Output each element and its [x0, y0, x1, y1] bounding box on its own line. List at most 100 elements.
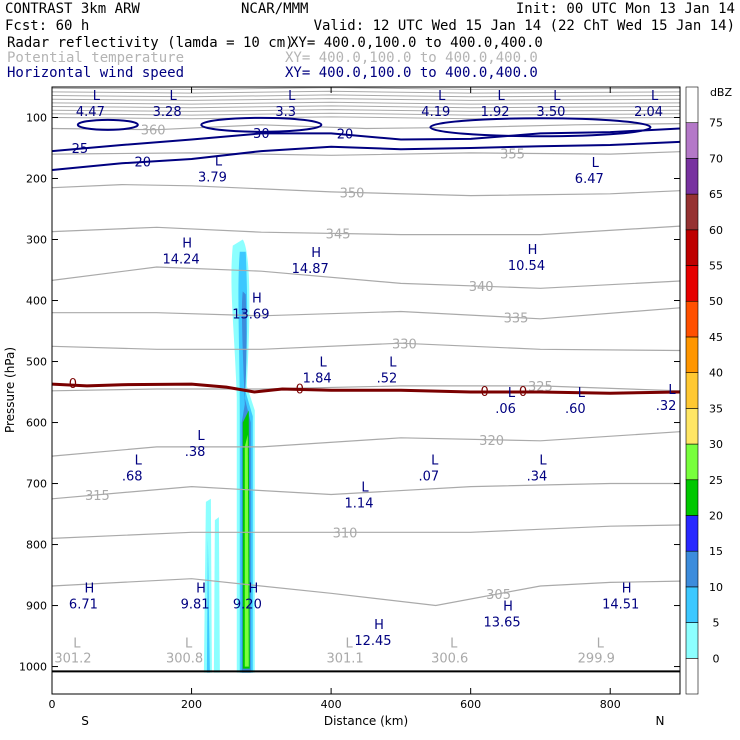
y-tick-label: 500 [26, 356, 47, 369]
theta-line-335 [52, 307, 680, 320]
colorbar-level-label: 55 [709, 260, 723, 273]
y-tick-label: 100 [26, 112, 47, 125]
extremum-high-marker: H [248, 581, 258, 596]
wind-label-20-upper: 20 [337, 127, 354, 142]
theta-min-marker: L [73, 636, 81, 651]
extremum-low-marker: L [431, 453, 439, 468]
x-tick-label: 0 [49, 698, 56, 711]
extremum-high-marker: H [528, 243, 538, 258]
theta-label-320: 320 [479, 434, 504, 449]
extremum-value: 14.87 [292, 262, 329, 277]
theta-label-340: 340 [469, 280, 494, 295]
theta-min-label: 299.9 [578, 651, 615, 666]
extremum-value: 3.28 [153, 105, 182, 120]
wind-line-25 [52, 127, 680, 153]
extremum-value: 9.20 [233, 597, 262, 612]
extremum-value: 1.84 [303, 372, 332, 387]
theta-label-360: 360 [141, 124, 166, 139]
colorbar-swatch [685, 300, 699, 338]
colorbar-swatch [685, 657, 699, 695]
extremum-low-marker: L [578, 386, 586, 401]
colorbar-level-label: 15 [709, 545, 723, 558]
theta-line-355 [52, 151, 680, 156]
field-1-name: Radar reflectivity (lamda = 10 cm) [7, 35, 294, 51]
extremum-value: 12.45 [354, 634, 391, 649]
y-tick-label: 900 [26, 600, 47, 613]
extremum-value: 6.71 [69, 597, 98, 612]
theta-strat-line [52, 94, 680, 98]
zero-isotherm-label: 0 [480, 385, 488, 400]
zero-isotherm-label: 0 [296, 383, 304, 398]
field-1-xy: XY= 400.0,100.0 to 400.0,400.0 [290, 35, 543, 51]
theta-min-marker: L [345, 636, 353, 651]
y-tick-label: 800 [26, 539, 47, 552]
extremum-value: 1.14 [345, 497, 374, 512]
theta-contours: 360355350345340335330325320315310305301.… [52, 87, 680, 666]
extremum-low-marker: L [135, 453, 143, 468]
extremum-low-marker: L [197, 429, 205, 444]
wind-label-20: 20 [134, 155, 151, 170]
theta-min-label: 301.2 [54, 651, 91, 666]
y-tick-label: 300 [26, 234, 47, 247]
theta-label-345: 345 [326, 228, 351, 243]
refl-30dbz-main [244, 434, 249, 667]
wind-contours: 25 20 30 20 [52, 116, 680, 171]
colorbar-level-label: 0 [713, 652, 720, 665]
extremum-value: 13.69 [232, 308, 269, 323]
colorbar-level-label: 75 [709, 117, 723, 130]
theta-line-360 [52, 123, 680, 131]
theta-line-350 [52, 183, 680, 197]
colorbar-swatch [685, 515, 699, 552]
theta-min-label: 300.6 [431, 651, 468, 666]
colorbar-swatch [685, 229, 699, 266]
extremum-value: .06 [495, 402, 516, 417]
theta-label-310: 310 [333, 526, 358, 541]
x-axis-south: S [81, 714, 89, 728]
colorbar-level-label: 35 [709, 402, 723, 415]
dbz-colorbar: dBZ 0 5 10 15 20 25 30 35 40 45 50 55 60 65 70 75 [685, 86, 733, 695]
reflectivity-layer [203, 239, 255, 673]
extremum-value: 2.04 [634, 105, 663, 120]
colorbar-level-label: 5 [713, 617, 720, 630]
extremum-low-marker: L [539, 453, 547, 468]
colorbar-level-label: 25 [709, 474, 723, 487]
theta-min-marker: L [597, 636, 605, 651]
colorbar-swatch [685, 443, 699, 481]
extremum-low-marker: L [651, 89, 659, 104]
x-tick-label: 600 [460, 698, 481, 711]
forecast-hour: Fcst: 60 h [5, 18, 89, 34]
wind-core-right [429, 117, 652, 138]
colorbar-swatch [685, 265, 699, 302]
extremum-value: .34 [527, 469, 548, 484]
extremum-value: .60 [565, 402, 586, 417]
theta-label-315: 315 [85, 489, 110, 504]
theta-strat-line [52, 101, 680, 105]
colorbar-swatch [685, 336, 699, 373]
field-2-name: Potential temperature [7, 50, 184, 66]
extremum-value: .07 [418, 469, 439, 484]
theta-line-305 [52, 578, 680, 607]
theta-label-355: 355 [500, 147, 525, 162]
y-tick-label: 600 [26, 417, 47, 430]
theta-min-label: 301.1 [326, 651, 363, 666]
theta-line-325 [52, 385, 680, 392]
field-3-name: Horizontal wind speed [7, 65, 184, 81]
colorbar-unit: dBZ [710, 86, 733, 99]
extremum-value: .32 [656, 399, 677, 414]
colorbar-level-label: 10 [709, 581, 723, 594]
extremum-low-marker: L [508, 386, 516, 401]
y-tick-label: 1000 [19, 661, 47, 674]
refl-10dbz-left [206, 538, 210, 673]
extremum-low-marker: L [361, 481, 369, 496]
refl-5dbz-left-b [213, 517, 220, 673]
colorbar-swatch [685, 372, 699, 409]
extremum-value: 4.19 [421, 105, 450, 120]
extrema-labels: L4.47L3.28L3.3L4.19L1.92L3.50L2.04L3.79L… [69, 89, 676, 649]
extremum-value: .52 [377, 372, 398, 387]
theta-line-330 [52, 342, 680, 352]
extremum-value: 3.79 [198, 170, 227, 185]
extremum-low-marker: L [592, 156, 600, 171]
wind-label-25: 25 [72, 142, 89, 157]
theta-min-marker: L [185, 636, 193, 651]
